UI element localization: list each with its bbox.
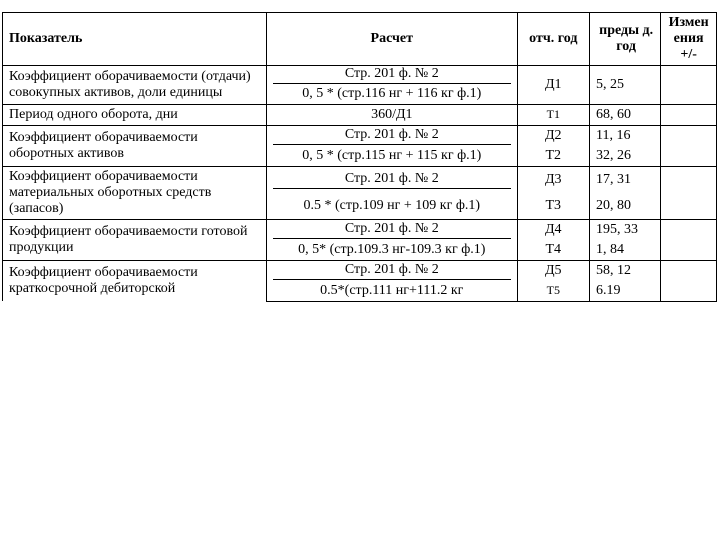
chg-cell [661, 166, 717, 193]
calc-cell-bot: 0, 5 * (стр.115 нг + 115 кг ф.1) [266, 146, 517, 167]
calc-cell-top: Стр. 201 ф. № 2 [266, 125, 517, 146]
calc-cell-top: Стр. 201 ф. № 2 [266, 66, 517, 84]
header-row: Показатель Расчет отч. год преды д. год … [3, 13, 717, 66]
calc-top-text: Стр. 201 ф. № 2 [273, 221, 511, 239]
oty-cell: Д5 [517, 260, 589, 281]
pred-cell: 1, 84 [589, 240, 660, 261]
calc-cell-top: Стр. 201 ф. № 2 [266, 260, 517, 281]
oty-cell: Т1 [517, 104, 589, 125]
calc-cell-bot: 0.5 * (стр.109 нг + 109 кг ф.1) [266, 193, 517, 220]
pred-cell: 195, 33 [589, 219, 660, 240]
calc-cell: 360/Д1 [266, 104, 517, 125]
table-row: Коэффициент оборачиваемости оборотных ак… [3, 125, 717, 146]
table-row: Коэффициент оборачиваемости готовой прод… [3, 219, 717, 240]
oty-cell: Д3 [517, 166, 589, 193]
pred-cell: 32, 26 [589, 146, 660, 167]
oty-cell: Д2 [517, 125, 589, 146]
calc-cell-top: Стр. 201 ф. № 2 [266, 219, 517, 240]
table-row: Коэффициент оборачиваемости (отдачи) сов… [3, 66, 717, 84]
calc-cell-bot: 0.5*(стр.111 нг+111.2 кг [266, 281, 517, 302]
oty-cell: Т3 [517, 193, 589, 220]
pred-cell: 11, 16 [589, 125, 660, 146]
indicator-cell: Коэффициент оборачиваемости готовой прод… [3, 219, 267, 260]
indicator-cell: Коэффициент оборачиваемости материальных… [3, 166, 267, 219]
chg-cell [661, 193, 717, 220]
chg-cell [661, 66, 717, 105]
calc-cell-top: Стр. 201 ф. № 2 [266, 166, 517, 193]
indicator-cell: Период одного оборота, дни [3, 104, 267, 125]
pred-cell: 58, 12 [589, 260, 660, 281]
table-row: Коэффициент оборачиваемости материальных… [3, 166, 717, 193]
indicator-cell: Коэффициент оборачиваемости краткосрочно… [3, 260, 267, 301]
calc-cell-bot: 0, 5* (стр.109.3 нг-109.3 кг ф.1) [266, 240, 517, 261]
calc-top-text: Стр. 201 ф. № 2 [273, 66, 511, 84]
chg-cell [661, 281, 717, 302]
data-table: Показатель Расчет отч. год преды д. год … [2, 12, 717, 302]
chg-cell [661, 146, 717, 167]
chg-cell [661, 125, 717, 146]
pred-cell: 68, 60 [589, 104, 660, 125]
chg-cell [661, 219, 717, 240]
header-indicator: Показатель [3, 13, 267, 66]
indicator-cell: Коэффициент оборачиваемости (отдачи) сов… [3, 66, 267, 105]
calc-top-text: Стр. 201 ф. № 2 [273, 262, 511, 280]
chg-cell [661, 240, 717, 261]
oty-cell: Д4 [517, 219, 589, 240]
calc-top-text: Стр. 201 ф. № 2 [273, 127, 511, 145]
indicator-cell: Коэффициент оборачиваемости оборотных ак… [3, 125, 267, 166]
table-row: Коэффициент оборачиваемости краткосрочно… [3, 260, 717, 281]
oty-cell: Т4 [517, 240, 589, 261]
oty-cell: Д1 [517, 66, 589, 105]
pred-cell: 6.19 [589, 281, 660, 302]
pred-cell: 20, 80 [589, 193, 660, 220]
chg-cell [661, 260, 717, 281]
calc-cell-bot: 0, 5 * (стр.116 нг + 116 кг ф.1) [266, 84, 517, 105]
table-row: Период одного оборота, дни 360/Д1 Т1 68,… [3, 104, 717, 125]
pred-cell: 5, 25 [589, 66, 660, 105]
pred-cell: 17, 31 [589, 166, 660, 193]
header-calculation: Расчет [266, 13, 517, 66]
chg-cell [661, 104, 717, 125]
oty-cell: Т2 [517, 146, 589, 167]
oty-cell: Т5 [517, 281, 589, 302]
calc-top-text: Стр. 201 ф. № 2 [273, 171, 511, 189]
header-pred-year: преды д. год [589, 13, 660, 66]
header-change: Измен ения +/- [661, 13, 717, 66]
header-otch-year: отч. год [517, 13, 589, 66]
